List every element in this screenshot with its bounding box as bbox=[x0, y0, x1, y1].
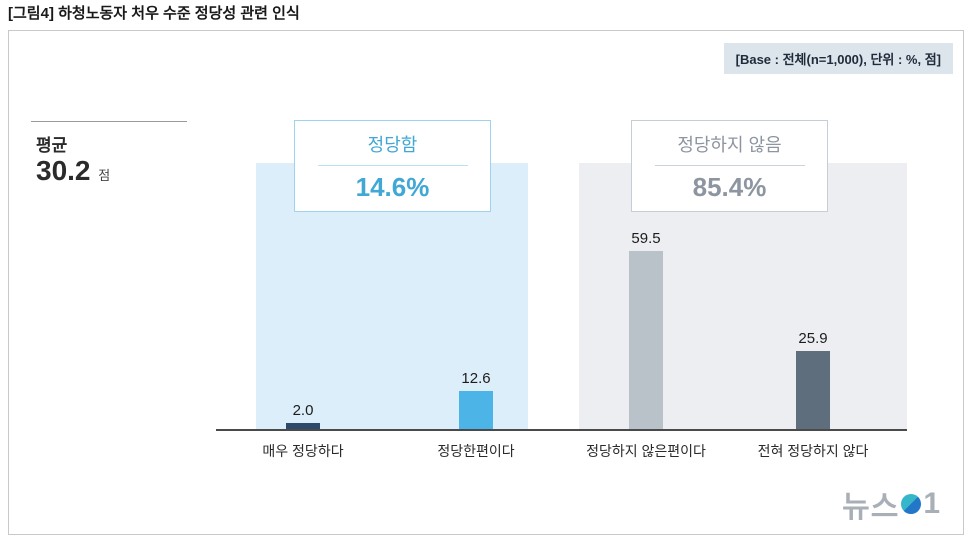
bar-group-2: 12.6 bbox=[406, 161, 546, 429]
chart-panel: [Base : 전체(n=1,000), 단위 : %, 점] 평균 30.2 … bbox=[8, 30, 964, 535]
average-value: 30.2 점 bbox=[36, 155, 110, 187]
bar-value: 2.0 bbox=[292, 402, 314, 419]
bar bbox=[286, 423, 320, 429]
group-valid-divider bbox=[317, 165, 468, 166]
bar bbox=[796, 351, 830, 429]
group-invalid-label: 정당하지 않음 bbox=[677, 135, 782, 155]
average-divider bbox=[31, 121, 187, 122]
watermark-text-left: 뉴스 bbox=[842, 491, 900, 524]
bar bbox=[459, 391, 493, 429]
bar-group-1: 2.0 bbox=[233, 161, 373, 429]
group-box-valid: 정당함 14.6% bbox=[294, 120, 491, 212]
base-note: [Base : 전체(n=1,000), 단위 : %, 점] bbox=[723, 43, 953, 74]
average-score: 30.2 bbox=[36, 155, 91, 186]
bar-group-4: 25.9 bbox=[743, 161, 883, 429]
x-axis-line bbox=[216, 429, 907, 431]
group-invalid-percent: 85.4% bbox=[692, 172, 767, 202]
bar-value: 12.6 bbox=[461, 370, 491, 388]
group-box-invalid: 정당하지 않음 85.4% bbox=[631, 120, 828, 212]
news1-watermark: 뉴스 1 bbox=[842, 482, 941, 526]
category-label-1: 매우 정당하다 bbox=[262, 443, 344, 459]
category-label-3: 정당하지 않은편이다 bbox=[586, 443, 706, 459]
average-unit: 점 bbox=[98, 168, 111, 183]
group-valid-percent: 14.6% bbox=[355, 172, 430, 202]
watermark-text-right: 1 bbox=[923, 487, 941, 520]
bar-value: 25.9 bbox=[798, 330, 828, 348]
category-label-2: 정당한편이다 bbox=[437, 443, 515, 459]
bar-group-3: 59.5 bbox=[576, 161, 716, 429]
bar-value: 59.5 bbox=[631, 229, 661, 247]
page-title: [그림4] 하청노동자 처우 수준 정당성 관련 인식 bbox=[8, 5, 300, 22]
bar bbox=[629, 250, 663, 429]
category-label-4: 전혀 정당하지 않다 bbox=[757, 443, 869, 459]
group-invalid-divider bbox=[654, 165, 805, 166]
group-valid-label: 정당함 bbox=[367, 135, 418, 155]
average-label: 평균 bbox=[36, 136, 68, 155]
news1-logo-icon bbox=[901, 494, 922, 514]
